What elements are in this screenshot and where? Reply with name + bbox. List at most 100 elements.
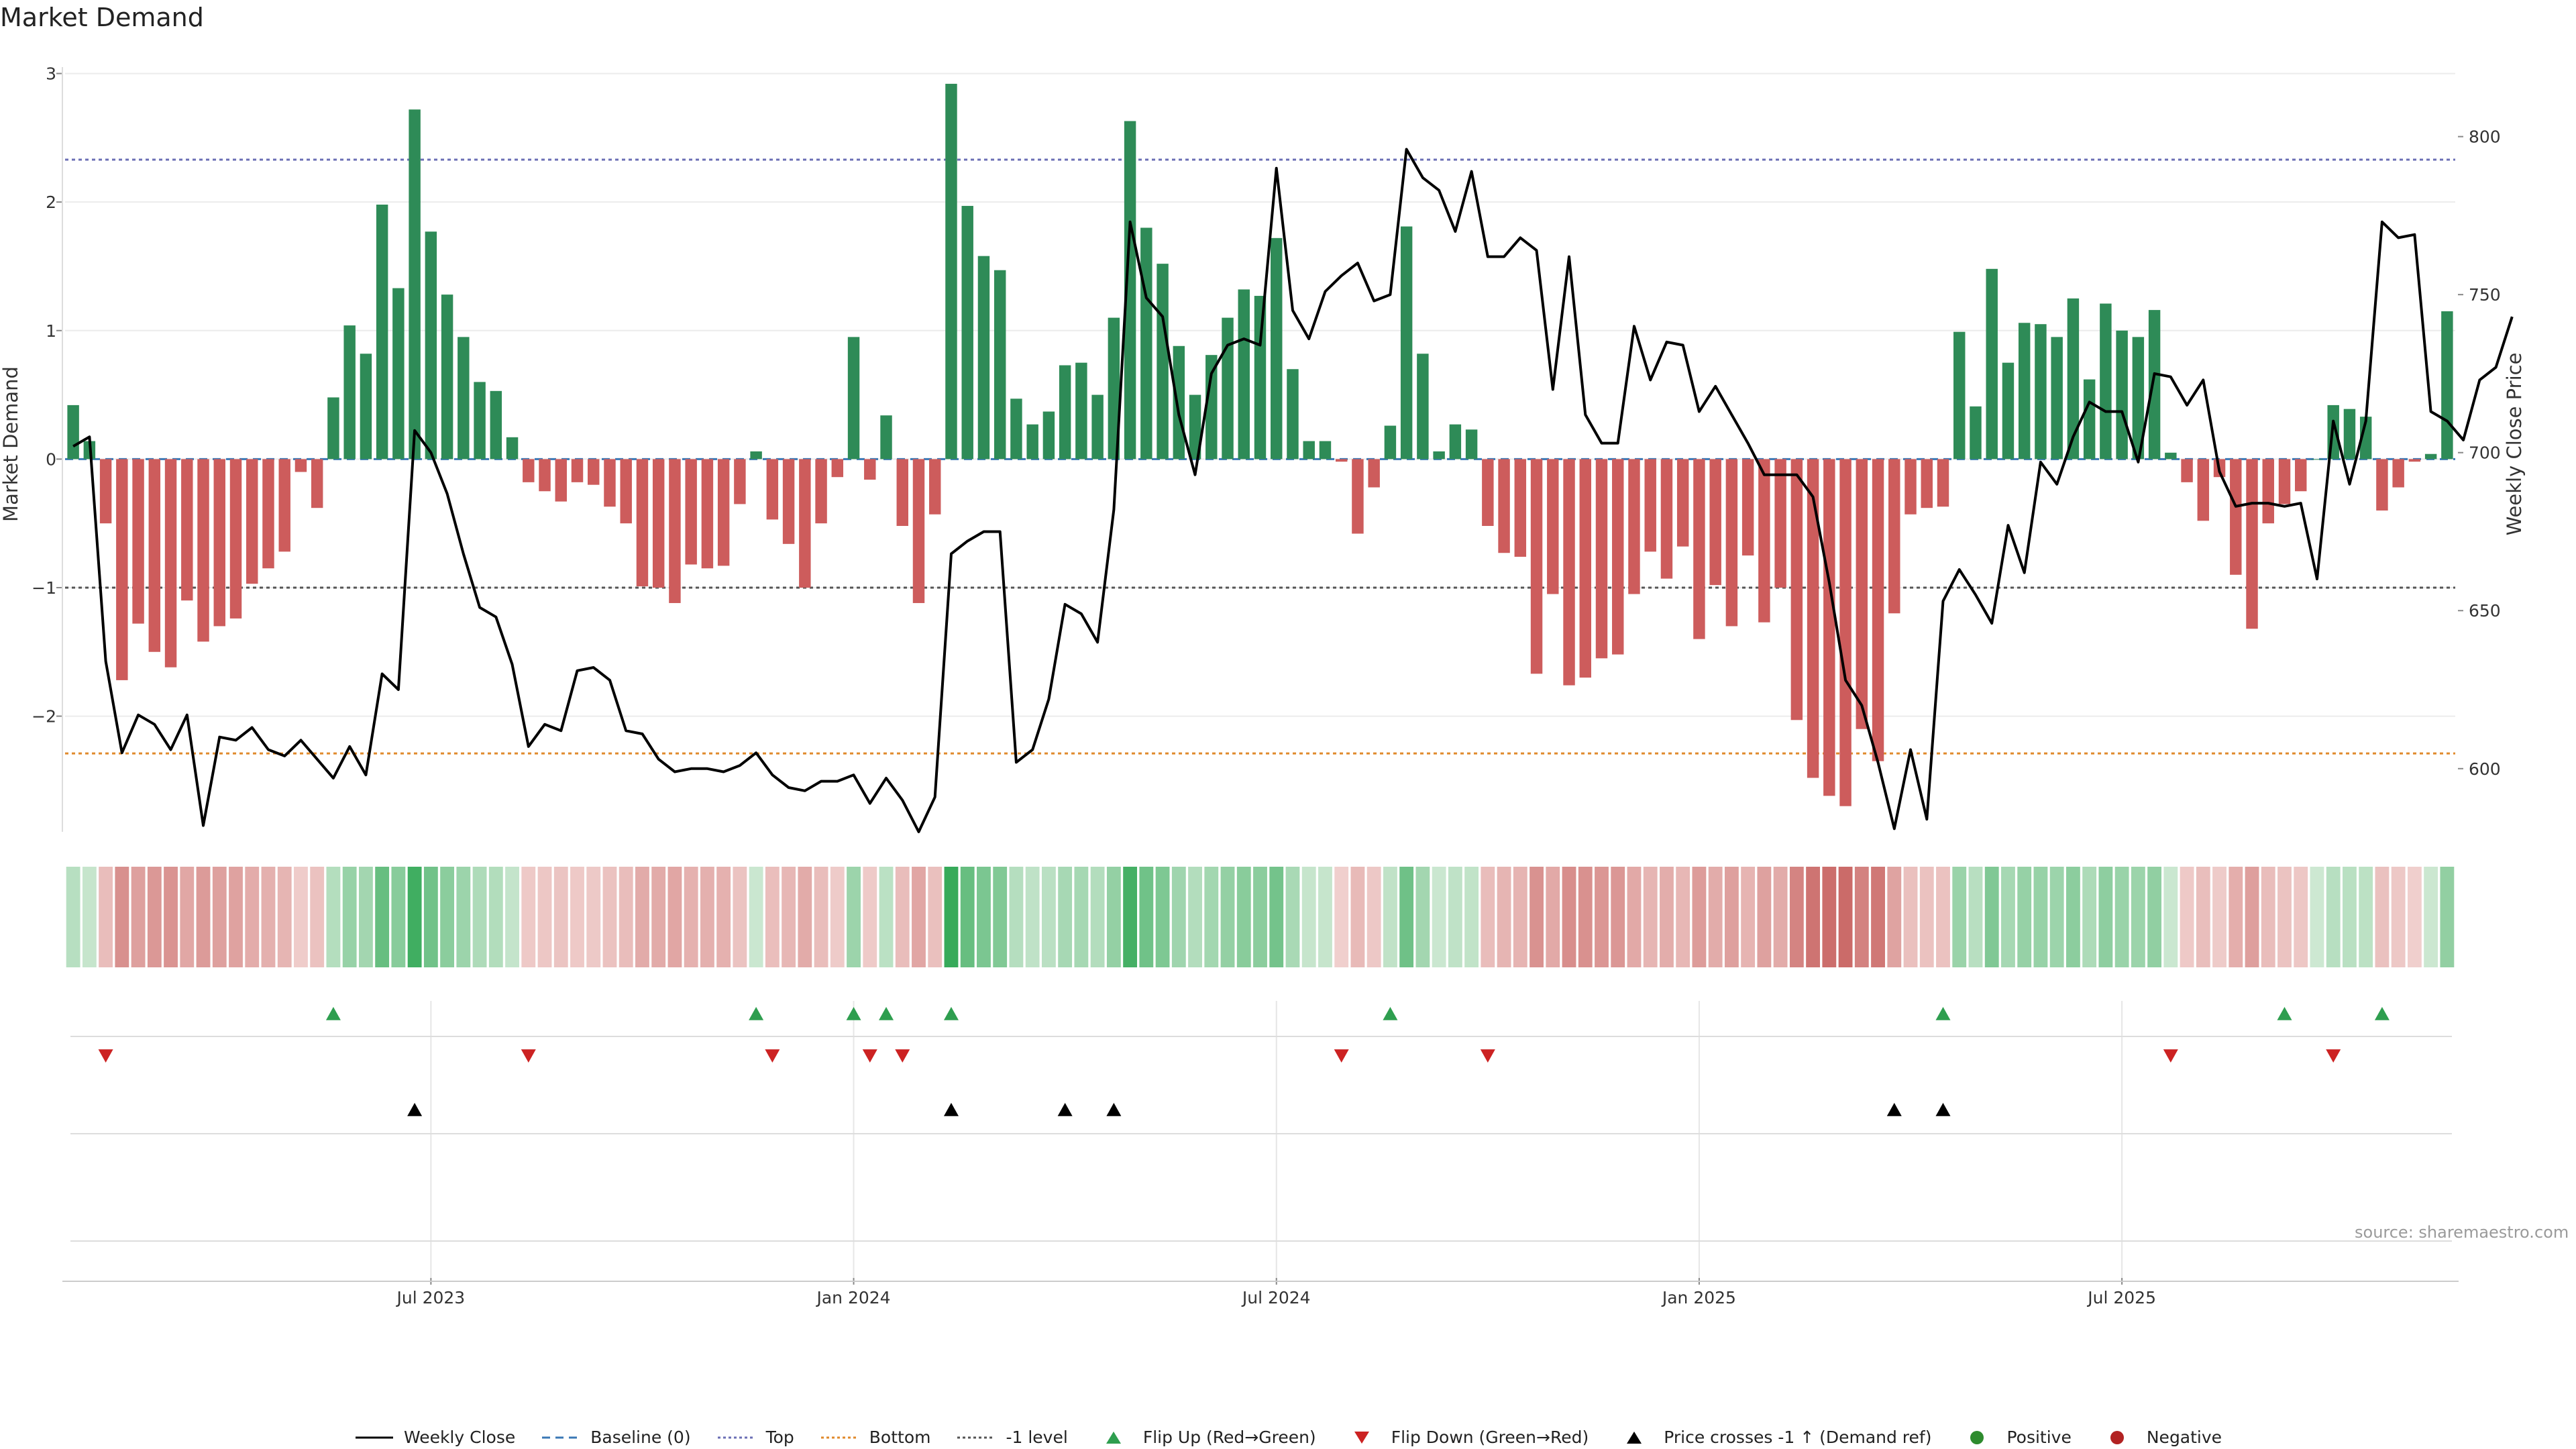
demand-bar (99, 459, 112, 524)
flip-down-marker (1334, 1049, 1349, 1063)
demand-bar (1287, 369, 1299, 460)
heat-strip-cell (1058, 867, 1073, 967)
heat-strip-cell (180, 867, 195, 967)
heat-strip-cell (440, 867, 455, 967)
flip-down-marker (98, 1049, 113, 1063)
heat-strip-cell (1838, 867, 1853, 967)
demand-bar (1628, 459, 1640, 594)
demand-bar (229, 459, 242, 619)
demand-bar (1384, 425, 1397, 460)
demand-bar (1449, 424, 1462, 460)
heat-strip-cell (798, 867, 812, 967)
demand-bar (2035, 324, 2047, 460)
price-cross-marker (943, 1103, 959, 1116)
heat-strip-cell (2375, 867, 2390, 967)
demand-bar (1303, 441, 1315, 460)
demand-bar (458, 337, 470, 460)
demand-bar (1953, 331, 1966, 460)
heat-strip-cell (2440, 867, 2455, 967)
demand-bar (2116, 330, 2128, 460)
heat-strip-cell (847, 867, 861, 967)
heat-strip-cell (358, 867, 373, 967)
heat-strip-cell (1432, 867, 1446, 967)
demand-bar (1758, 459, 1770, 623)
demand-bar (2002, 362, 2015, 460)
heat-strip-cell (2017, 867, 2032, 967)
legend-item: Bottom (820, 1428, 930, 1447)
price-cross-marker (1106, 1103, 1122, 1116)
demand-bar (912, 459, 925, 603)
flip-up-marker (943, 1007, 959, 1020)
demand-bar (620, 459, 632, 524)
heat-strip-cell (1171, 867, 1186, 967)
demand-bar (409, 109, 421, 460)
demand-bar (1888, 459, 1900, 614)
demand-bar (1026, 424, 1038, 460)
price-cross-marker (1057, 1103, 1073, 1116)
demand-bar (2295, 459, 2307, 492)
flip-up-marker (1383, 1007, 1398, 1020)
demand-bar (799, 459, 811, 588)
heat-strip-cell (830, 867, 845, 967)
heat-strip-cell (1871, 867, 1885, 967)
demand-bar (2067, 298, 2080, 460)
demand-bar (945, 83, 957, 460)
heat-strip-cell (537, 867, 552, 967)
heat-strip-cell (553, 867, 568, 967)
demand-bar (67, 405, 79, 460)
demand-bar (717, 459, 730, 566)
demand-bar (246, 459, 258, 584)
heat-strip-cell (229, 867, 243, 967)
demand-bar (2408, 459, 2421, 462)
heat-strip-cell (310, 867, 325, 967)
demand-bar (1222, 317, 1234, 460)
legend-item: Negative (2097, 1428, 2222, 1447)
demand-bar (2392, 459, 2404, 488)
demand-bar (2343, 409, 2356, 460)
heat-strip-cell (147, 867, 162, 967)
heat-strip-cell (716, 867, 731, 967)
legend-item: Top (716, 1428, 794, 1447)
demand-bar (278, 459, 290, 552)
demand-bar (1660, 459, 1673, 579)
demand-bar (1254, 296, 1267, 460)
flip-up-marker (325, 1007, 341, 1020)
demand-bar (1595, 459, 1608, 659)
demand-bar (961, 205, 973, 460)
demand-bar (262, 459, 274, 569)
heat-strip-cell (700, 867, 714, 967)
flip-down-marker (765, 1049, 780, 1063)
heat-strip-cell (1968, 867, 1983, 967)
demand-bar (2197, 459, 2210, 521)
legend-item: Price crosses -1 ↑ (Demand ref) (1614, 1428, 1931, 1447)
heat-strip-cell (2082, 867, 2097, 967)
heat-strip-cell (2049, 867, 2064, 967)
demand-bar (1173, 345, 1185, 460)
demand-bars (67, 83, 2453, 806)
demand-bar (994, 270, 1006, 460)
demand-bar (1872, 459, 1884, 761)
heat-strip-cell (1025, 867, 1040, 967)
heat-strip-cell (1546, 867, 1560, 967)
heat-strip-cell (2114, 867, 2129, 967)
demand-bar (1091, 394, 1104, 460)
heat-strip-cell (1692, 867, 1707, 967)
heat-strip-cell (1578, 867, 1593, 967)
heat-strip-cell (131, 867, 146, 967)
heat-strip-cell (1301, 867, 1316, 967)
heat-strip-cell (2196, 867, 2210, 967)
legend-item: Flip Up (Red→Green) (1093, 1428, 1316, 1447)
flip-down-marker (1480, 1049, 1495, 1063)
event-markers (98, 1007, 2390, 1116)
heat-strip-cell (570, 867, 584, 967)
heat-strip-cell (993, 867, 1008, 967)
demand-bar (2083, 379, 2096, 460)
demand-bar (1271, 237, 1283, 460)
demand-bar (1530, 459, 1543, 674)
y-tick-label: 0 (46, 449, 56, 469)
heat-strip-cell (1952, 867, 1967, 967)
heat-strip-cell (1741, 867, 1756, 967)
demand-bar (148, 459, 161, 652)
heat-strip-cell (1773, 867, 1788, 967)
demand-bar (701, 459, 714, 569)
